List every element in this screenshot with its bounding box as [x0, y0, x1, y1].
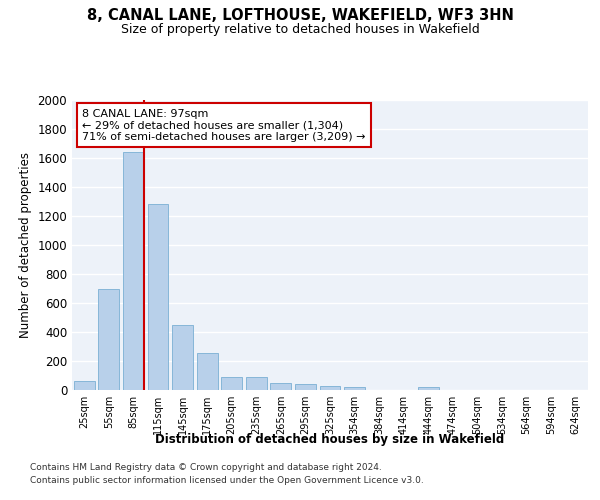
- Text: Distribution of detached houses by size in Wakefield: Distribution of detached houses by size …: [155, 432, 505, 446]
- Text: Size of property relative to detached houses in Wakefield: Size of property relative to detached ho…: [121, 22, 479, 36]
- Bar: [418, 387, 439, 390]
- Bar: [221, 377, 242, 390]
- Bar: [172, 326, 193, 390]
- Text: 8, CANAL LANE, LOFTHOUSE, WAKEFIELD, WF3 3HN: 8, CANAL LANE, LOFTHOUSE, WAKEFIELD, WF3…: [86, 8, 514, 22]
- Bar: [74, 380, 95, 390]
- Bar: [197, 353, 218, 390]
- Y-axis label: Number of detached properties: Number of detached properties: [19, 152, 32, 338]
- Bar: [295, 384, 316, 390]
- Bar: [123, 152, 144, 390]
- Text: Contains HM Land Registry data © Crown copyright and database right 2024.: Contains HM Land Registry data © Crown c…: [30, 464, 382, 472]
- Bar: [148, 204, 169, 390]
- Bar: [271, 383, 292, 390]
- Bar: [246, 377, 267, 390]
- Text: Contains public sector information licensed under the Open Government Licence v3: Contains public sector information licen…: [30, 476, 424, 485]
- Bar: [344, 387, 365, 390]
- Bar: [320, 386, 340, 390]
- Text: 8 CANAL LANE: 97sqm
← 29% of detached houses are smaller (1,304)
71% of semi-det: 8 CANAL LANE: 97sqm ← 29% of detached ho…: [82, 108, 366, 142]
- Bar: [98, 289, 119, 390]
